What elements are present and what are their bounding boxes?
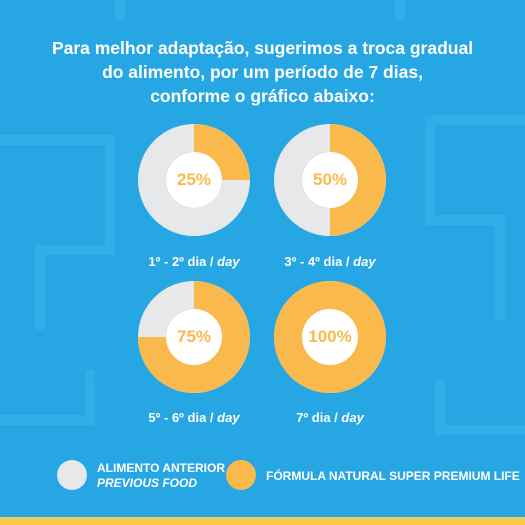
donut-2-hole xyxy=(302,152,358,208)
caption-days-3-4: 3º - 4º dia / day xyxy=(250,254,410,269)
headline-line-3: conforme o gráfico abaixo: xyxy=(150,86,375,106)
headline: Para melhor adaptação, sugerimos a troca… xyxy=(20,36,505,108)
donut-3-percent-label: 75% xyxy=(176,327,212,346)
donut-chart-days-5-6: 75% xyxy=(138,281,250,393)
bottom-band xyxy=(0,517,525,525)
caption-4-text: 7º dia / xyxy=(296,410,342,425)
donut-chart-day-7: 100% xyxy=(274,281,386,393)
caption-4-day: day xyxy=(341,410,364,425)
headline-line-2: do alimento, por um período de 7 dias, xyxy=(102,62,423,82)
donut-chart-days-3-4: 50% xyxy=(274,124,386,236)
caption-days-5-6: 5º - 6º dia / day xyxy=(114,410,274,425)
caption-1-text: 1º - 2º dia / xyxy=(148,254,218,269)
donut-1-hole xyxy=(166,152,222,208)
donut-3-hole xyxy=(166,309,222,365)
legend-new-food-swatch xyxy=(226,460,256,490)
legend-previous-line-2: PREVIOUS FOOD xyxy=(97,476,198,490)
caption-day-7: 7º dia / day xyxy=(250,410,410,425)
caption-2-day: day xyxy=(353,254,376,269)
caption-1-day: day xyxy=(217,254,240,269)
caption-3-text: 5º - 6º dia / xyxy=(148,410,218,425)
donut-chart-days-1-2: 25% xyxy=(138,124,250,236)
caption-2-text: 3º - 4º dia / xyxy=(284,254,354,269)
legend-new-line: FÓRMULA NATURAL SUPER PREMIUM LIFE xyxy=(266,469,520,483)
legend-previous-line-1: ALIMENTO ANTERIOR xyxy=(97,461,225,475)
donut-4-hole xyxy=(302,309,358,365)
donut-2-percent-label: 50% xyxy=(312,170,348,189)
legend-previous-food-swatch xyxy=(57,460,87,490)
legend-previous-food: ALIMENTO ANTERIOR PREVIOUS FOOD xyxy=(97,461,225,491)
donut-4-percent-label: 100% xyxy=(308,327,352,346)
caption-days-1-2: 1º - 2º dia / day xyxy=(114,254,274,269)
caption-3-day: day xyxy=(217,410,240,425)
headline-line-1: Para melhor adaptação, sugerimos a troca… xyxy=(51,38,474,58)
donut-1-percent-label: 25% xyxy=(176,170,212,189)
legend-new-food: FÓRMULA NATURAL SUPER PREMIUM LIFE xyxy=(266,469,520,484)
